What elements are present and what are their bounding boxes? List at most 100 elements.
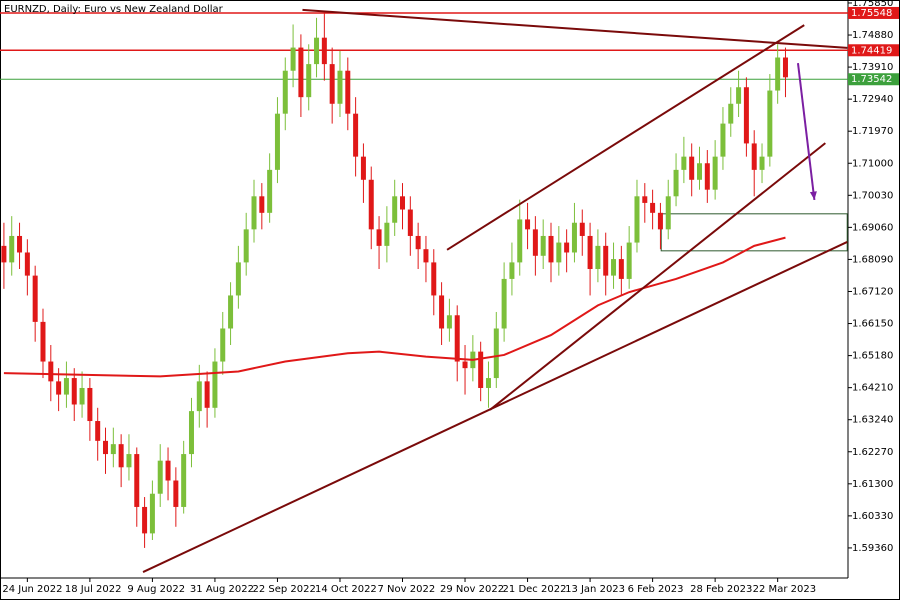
candle-body (353, 113, 359, 157)
y-tick-label: 1.70030 (852, 190, 893, 201)
candle-body (71, 378, 77, 405)
candle-body (157, 460, 163, 494)
candle-body (478, 351, 484, 388)
candle-body (665, 196, 671, 230)
price-level-label: 1.74419 (851, 45, 892, 56)
candle-body (782, 57, 788, 78)
candle-body (634, 196, 640, 243)
candle-body (290, 47, 296, 71)
candle-body (603, 245, 609, 276)
candle-body (24, 252, 30, 276)
candle-body (454, 315, 460, 362)
y-tick-label: 1.69060 (852, 222, 893, 233)
moving-average (3, 236, 786, 378)
x-tick-label: 24 Jun 2022 (2, 584, 62, 595)
candle-body (368, 179, 374, 230)
candle-body (337, 70, 343, 104)
candle-body (9, 235, 15, 263)
y-tick-label: 1.71970 (852, 126, 893, 137)
y-tick-label: 1.66150 (852, 319, 893, 330)
price-level-label-box (848, 44, 899, 57)
candle-body (493, 328, 499, 379)
candle-body (775, 57, 781, 91)
candle-body (1, 245, 7, 263)
y-tick-label: 1.75850 (852, 0, 893, 9)
candle-body (243, 229, 249, 263)
candle-body (767, 90, 773, 157)
candle-body (720, 123, 726, 157)
y-tick-label: 1.73910 (852, 62, 893, 73)
y-tick-label: 1.63240 (852, 415, 893, 426)
candle-body (485, 378, 491, 388)
candle-body (540, 235, 546, 256)
candle-body (79, 387, 85, 405)
y-tick-label: 1.68090 (852, 254, 893, 265)
candle-body (212, 361, 218, 408)
candle-body (532, 229, 538, 256)
candle-body (321, 37, 327, 65)
candle-body (220, 328, 226, 362)
candle-body (626, 242, 632, 279)
candle-body (736, 87, 742, 104)
candle-body (618, 259, 624, 279)
candle-body (571, 222, 577, 253)
x-tick-label: 22 Mar 2023 (753, 584, 816, 595)
x-tick-label: 29 Nov 2022 (440, 584, 504, 595)
y-tick-label: 1.72940 (852, 94, 893, 105)
candle-body (376, 229, 382, 246)
candle-body (32, 275, 38, 322)
candle-body (673, 169, 679, 197)
candle-body (759, 156, 765, 170)
candle-body (228, 295, 234, 329)
candle-body (556, 242, 562, 263)
candle-body (392, 196, 398, 223)
candle-body (298, 47, 304, 98)
candle-body (95, 421, 101, 441)
y-tick-label: 1.65180 (852, 351, 893, 362)
candle-body (712, 156, 718, 190)
candle-body (165, 460, 171, 481)
candle-body (509, 262, 515, 279)
candle-body (118, 444, 124, 468)
candle-body (196, 381, 202, 412)
x-tick-label: 21 Dec 2022 (503, 584, 567, 595)
candle-body (595, 245, 601, 270)
candle-body (517, 219, 523, 263)
x-tick-label: 28 Feb 2023 (690, 584, 752, 595)
candle-body (188, 411, 194, 455)
x-tick-label: 6 Feb 2023 (628, 584, 684, 595)
zone (660, 213, 848, 252)
candle-body (743, 87, 749, 144)
candle-body (251, 196, 257, 230)
candle-body (63, 378, 69, 395)
candle-body (17, 235, 23, 253)
candle-body (564, 242, 570, 253)
candle-body (384, 222, 390, 246)
candle-body (501, 278, 507, 329)
y-tick-label: 1.74880 (852, 30, 893, 41)
chart-title: EURNZD, Daily: Euro vs New Zealand Dolla… (4, 4, 224, 15)
trend-line (489, 142, 826, 411)
candle-body (126, 454, 132, 468)
candle-body (587, 235, 593, 270)
candle-body (423, 249, 429, 263)
candle-body (149, 493, 155, 534)
x-tick-label: 31 Aug 2022 (190, 584, 254, 595)
price-level-label: 1.73542 (851, 74, 892, 85)
candle-body (235, 262, 241, 296)
x-tick-label: 7 Nov 2022 (378, 584, 436, 595)
candle-body (548, 235, 554, 263)
candle-body (611, 259, 617, 276)
candle-body (407, 209, 413, 236)
candle-body (728, 103, 734, 124)
trend-line (302, 8, 848, 49)
arrow (796, 63, 816, 201)
candle-body (282, 70, 288, 114)
candle-body (110, 444, 116, 455)
candle-body (697, 163, 703, 180)
candle-body (704, 163, 710, 190)
candle-body (56, 381, 62, 395)
x-tick-label: 13 Jan 2023 (565, 584, 625, 595)
